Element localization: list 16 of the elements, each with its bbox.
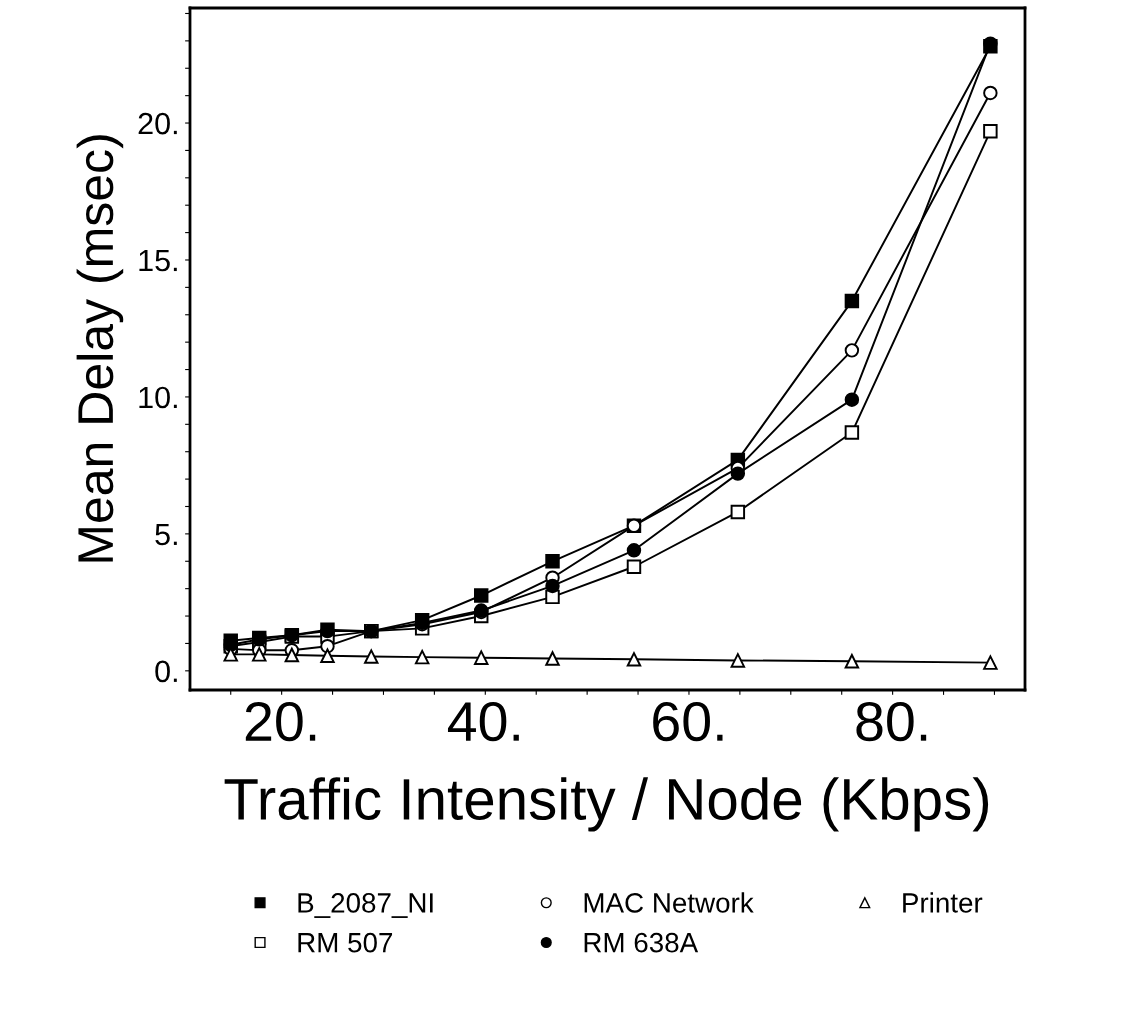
legend-label: MAC Network — [584, 892, 754, 913]
x-tick-label: 20. — [245, 701, 316, 742]
x-tick-label: 80. — [856, 701, 927, 742]
y-tick-label: 5. — [155, 523, 177, 546]
y-tick-label: 0. — [155, 660, 177, 683]
legend-label: RM 638A — [584, 932, 699, 953]
y-tick-label: 10. — [139, 386, 177, 409]
y-tick-label: 15. — [139, 250, 177, 272]
legend-label: Printer — [903, 892, 983, 913]
y-tick-label: 20. — [138, 112, 177, 135]
legend-label: B_2087_NI — [298, 893, 433, 918]
y-axis-title: Mean Delay (msec) — [76, 135, 124, 562]
x-tick-label: 40. — [447, 701, 519, 742]
x-axis-title: Traffic Intensity / Node (Kbps) — [224, 777, 989, 832]
x-tick-label: 60. — [653, 701, 723, 742]
legend-label: RM 507 — [298, 932, 393, 953]
